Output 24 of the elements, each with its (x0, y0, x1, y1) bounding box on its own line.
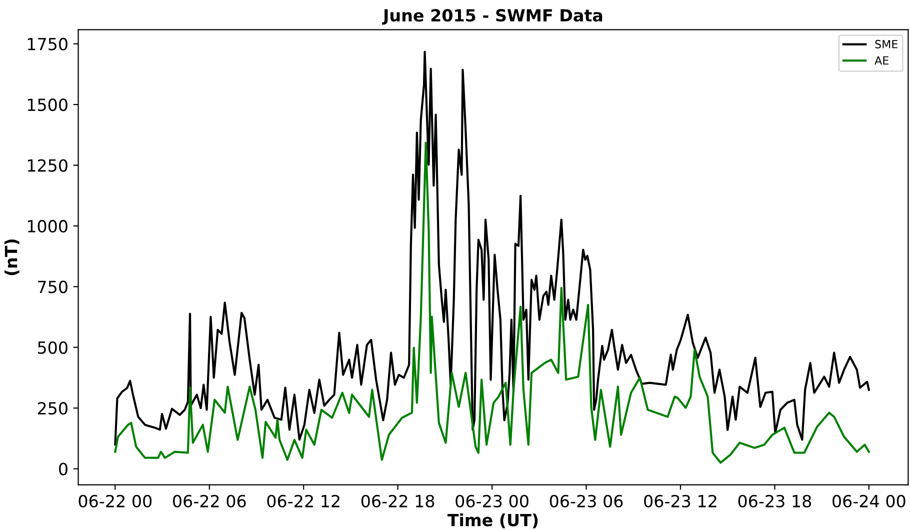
chart-title: June 2015 - SWMF Data (382, 9, 602, 25)
x-tick-label: 06-24 00 (832, 494, 906, 508)
x-axis-title: Time (UT) (447, 513, 538, 528)
x-tick-label: 06-22 00 (78, 494, 152, 508)
y-tick-label: 1500 (28, 98, 68, 112)
x-tick-label: 06-23 00 (456, 494, 528, 508)
x-tick-label: 06-23 06 (550, 494, 623, 508)
x-tick-label: 06-22 18 (361, 494, 434, 508)
x-tick-label: 06-23 12 (644, 494, 716, 508)
y-axis-title: (nT) (4, 239, 20, 276)
x-tick-label: 06-23 18 (738, 494, 812, 508)
y-tick-label: 1250 (28, 159, 68, 172)
x-tick-label: 06-22 06 (173, 494, 246, 508)
line-series (114, 50, 870, 446)
legend-label: SME (875, 40, 898, 48)
y-tick-label: 250 (38, 402, 68, 415)
y-tick-label: 0 (59, 462, 68, 476)
y-tick-label: 1000 (28, 220, 68, 233)
legend-label: AE (874, 56, 888, 64)
x-tick-label: 06-22 12 (267, 494, 340, 508)
line-series (114, 142, 870, 464)
y-tick-label: 750 (38, 280, 68, 294)
y-tick-label: 1750 (28, 38, 68, 50)
y-tick-label: 500 (38, 341, 68, 354)
